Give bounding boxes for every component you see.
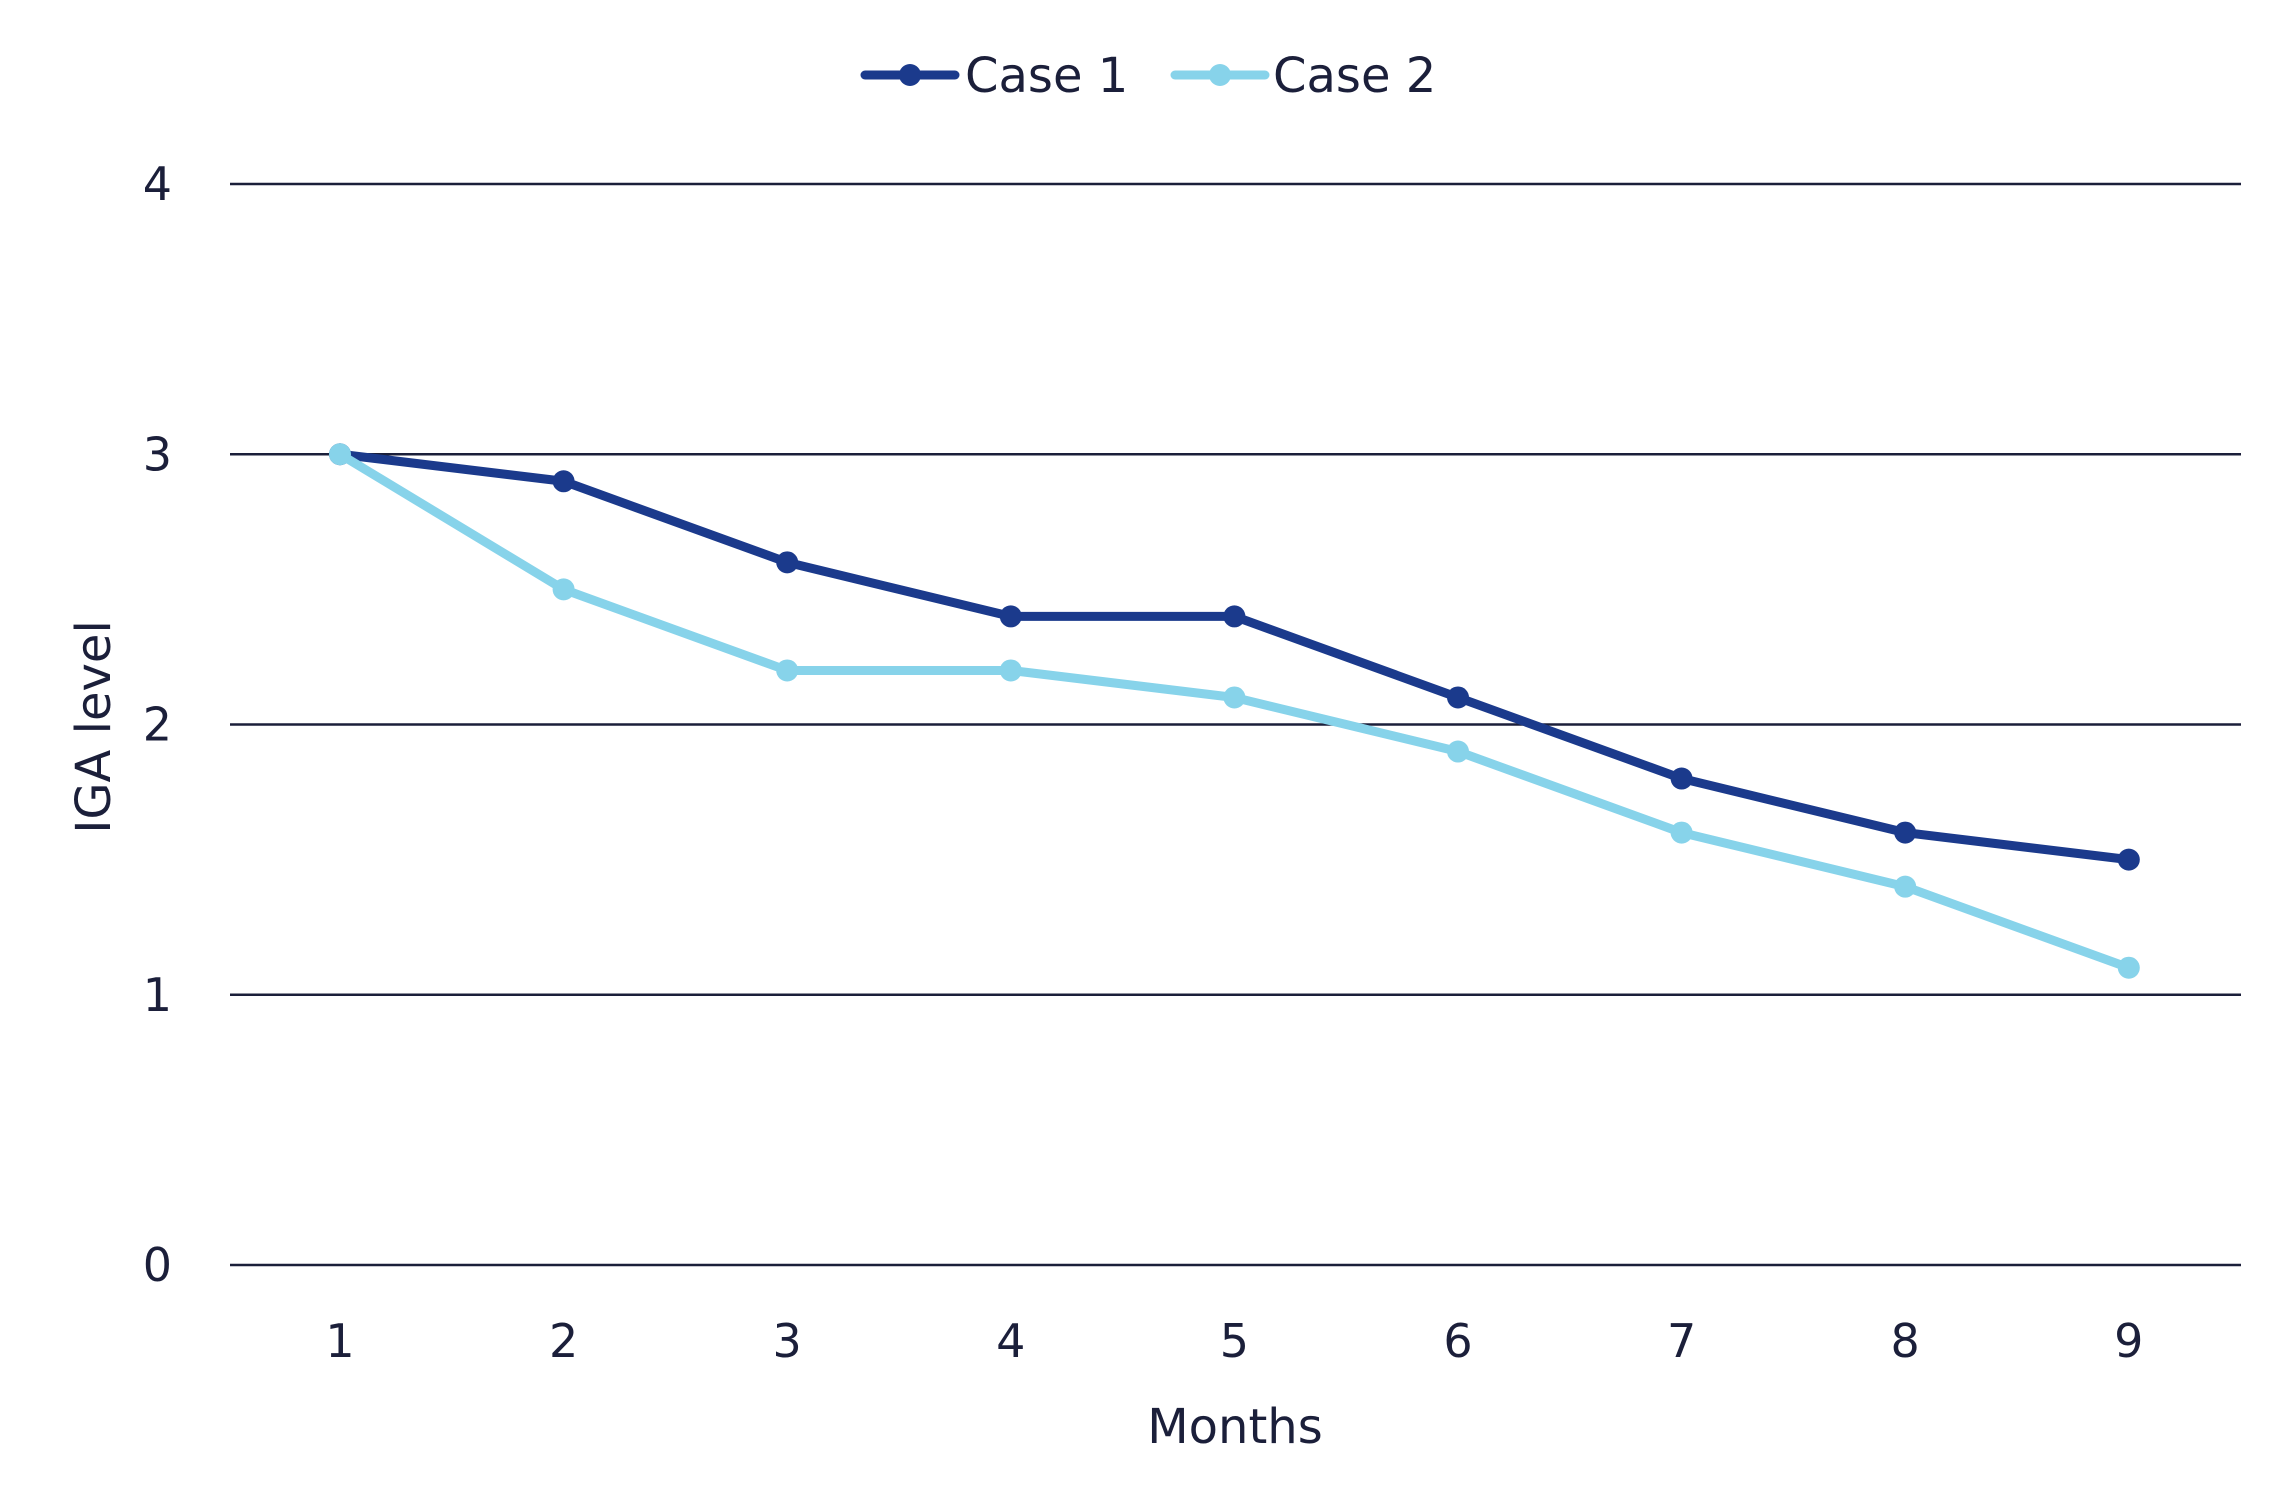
y-tick-label: 4: [143, 157, 172, 211]
y-axis-title: IGA level: [66, 620, 122, 834]
legend-label: Case 2: [1273, 48, 1436, 104]
y-tick-label: 0: [143, 1238, 172, 1292]
y-tick-label: 1: [143, 968, 172, 1022]
data-point: [1223, 686, 1246, 709]
series-line-2: [335, 449, 2134, 973]
x-tick-label: 8: [1891, 1314, 1920, 1368]
data-point: [552, 470, 575, 493]
data-point: [776, 659, 799, 682]
y-axis-ticks: 0 1 2 3 4: [143, 157, 172, 1292]
legend: Case 1 Case 2: [860, 48, 1436, 104]
x-axis-ticks: 1 2 3 4 5 6 7 8 9: [325, 1314, 2143, 1368]
data-point: [776, 551, 799, 574]
data-point: [552, 578, 575, 601]
y-tick-label: 2: [143, 698, 172, 752]
data-point: [1894, 875, 1917, 898]
data-point: [1670, 821, 1693, 844]
x-tick-label: 5: [1220, 1314, 1249, 1368]
series-group: [329, 443, 2140, 979]
legend-swatch-marker: [899, 64, 921, 86]
data-point: [2117, 848, 2140, 871]
data-point: [1223, 605, 1246, 628]
series-2: [329, 443, 2140, 979]
x-tick-label: 7: [1667, 1314, 1696, 1368]
series-line-1: [335, 449, 2134, 865]
data-point: [999, 605, 1022, 628]
legend-swatch-marker: [1209, 64, 1231, 86]
x-tick-label: 1: [325, 1314, 354, 1368]
data-point: [1670, 767, 1693, 790]
data-point: [2117, 956, 2140, 979]
x-axis-title: Months: [1147, 1399, 1322, 1455]
gridlines: [230, 182, 2241, 1267]
x-tick-label: 3: [773, 1314, 802, 1368]
data-point: [1894, 821, 1917, 844]
series-1: [329, 443, 2140, 871]
x-tick-label: 9: [2114, 1314, 2143, 1368]
data-point: [999, 659, 1022, 682]
y-tick-label: 3: [143, 427, 172, 481]
x-tick-label: 2: [549, 1314, 578, 1368]
legend-label: Case 1: [965, 48, 1128, 104]
x-tick-label: 4: [996, 1314, 1025, 1368]
data-point: [1447, 686, 1469, 709]
legend-item-2: Case 2: [1170, 48, 1436, 104]
data-point: [1447, 740, 1469, 763]
x-tick-label: 6: [1443, 1314, 1472, 1368]
data-point: [329, 443, 351, 466]
legend-item-1: Case 1: [860, 48, 1128, 104]
